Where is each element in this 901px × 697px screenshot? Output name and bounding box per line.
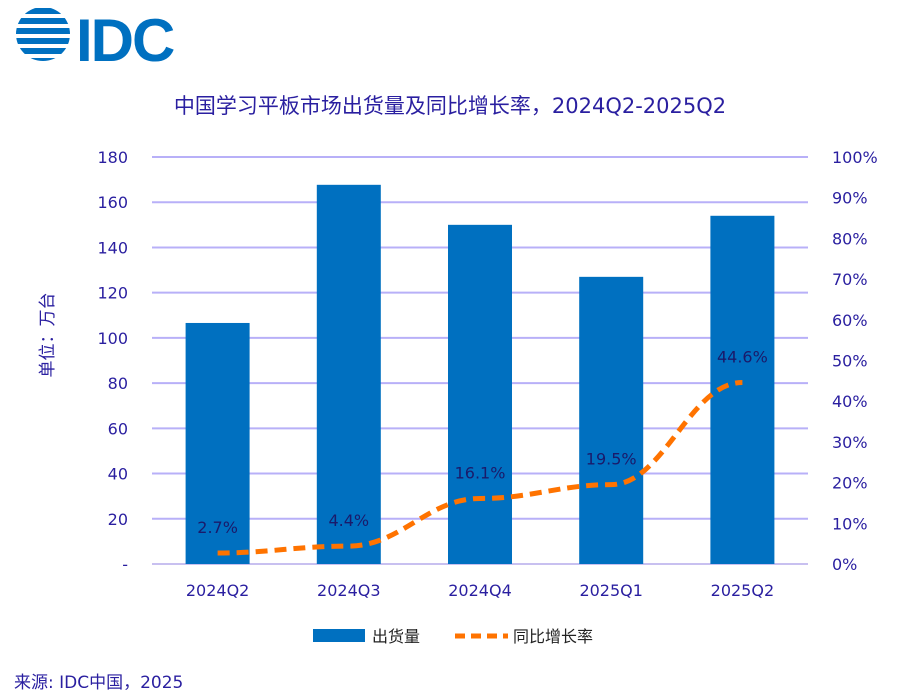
bar — [185, 322, 250, 564]
data-label: 19.5% — [586, 450, 637, 469]
y-tick-label: 160 — [97, 193, 128, 212]
chart-title: 中国学习平板市场出货量及同比增长率，2024Q2-2025Q2 — [174, 94, 726, 118]
y-tick-label: 60 — [108, 419, 128, 438]
data-label: 44.6% — [717, 347, 768, 366]
x-tick-label: 2025Q1 — [579, 581, 643, 600]
data-label: 2.7% — [197, 518, 238, 537]
y2-tick-label: 60% — [832, 311, 868, 330]
growth-rate-line — [217, 379, 743, 556]
x-tick-label: 2024Q4 — [448, 581, 512, 600]
y-tick-label: 120 — [97, 284, 128, 303]
y2-tick-label: 80% — [832, 229, 868, 248]
y-tick-label: 100 — [97, 329, 128, 348]
y2-tick-label: 70% — [832, 270, 868, 289]
y2-tick-label: 30% — [832, 433, 868, 452]
y2-tick-label: 90% — [832, 189, 868, 208]
y-tick-label: 140 — [97, 238, 128, 257]
y2-tick-label: 40% — [832, 392, 868, 411]
x-tick-label: 2025Q2 — [711, 581, 775, 600]
y-tick-label: 80 — [108, 374, 128, 393]
y-tick-label: - — [122, 555, 128, 574]
bar — [579, 276, 644, 564]
legend-label-bar: 出货量 — [372, 627, 420, 646]
y-tick-label: 20 — [108, 510, 128, 529]
data-label: 4.4% — [328, 511, 369, 530]
y-axis-label: 单位：万台 — [38, 293, 58, 378]
x-tick-label: 2024Q2 — [186, 581, 250, 600]
svg-text:IDC: IDC — [76, 7, 174, 74]
bar — [316, 184, 381, 565]
y2-tick-label: 100% — [832, 148, 878, 167]
y-tick-label: 180 — [97, 148, 128, 167]
legend-swatch-bar — [313, 629, 365, 642]
legend-label-line: 同比增长率 — [513, 627, 593, 646]
y2-tick-label: 50% — [832, 352, 868, 371]
source-note: 来源: IDC中国，2025 — [14, 673, 184, 693]
bar — [448, 224, 512, 565]
y-tick-label: 40 — [108, 465, 128, 484]
y2-tick-label: 20% — [832, 474, 868, 493]
idc-logo: IDC — [16, 7, 176, 74]
y2-tick-label: 10% — [832, 514, 868, 533]
data-label: 16.1% — [455, 463, 506, 482]
y2-tick-label: 0% — [832, 555, 857, 574]
x-tick-label: 2024Q3 — [317, 581, 381, 600]
legend: 出货量 同比增长率 — [313, 627, 593, 646]
